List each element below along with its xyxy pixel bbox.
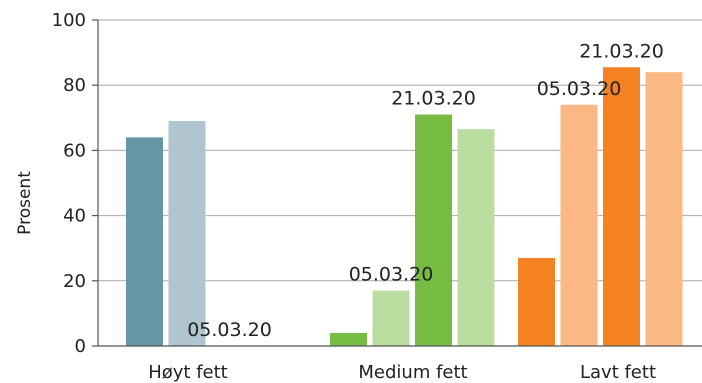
y-axis-label: Prosent <box>15 171 35 235</box>
data-label: 21.03.20 <box>579 40 664 62</box>
data-label: 05.03.20 <box>349 264 434 286</box>
y-tick-labels: 0 20 40 60 80 100 <box>52 10 86 357</box>
category-label: Lavt fett <box>580 362 656 383</box>
y-tick-label: 0 <box>75 336 86 357</box>
bar <box>168 121 206 346</box>
category-label: Høyt fett <box>148 362 228 383</box>
data-label: 21.03.20 <box>391 88 476 110</box>
bar <box>603 67 640 347</box>
bar <box>560 104 598 346</box>
bar <box>372 290 410 346</box>
bar <box>518 257 555 346</box>
data-label: 05.03.20 <box>537 78 622 100</box>
bar <box>415 114 452 346</box>
bar <box>330 332 367 346</box>
data-label: 05.03.20 <box>187 319 272 341</box>
bar <box>645 72 683 346</box>
y-tick-label: 20 <box>63 271 86 292</box>
y-tick-label: 40 <box>63 206 86 227</box>
x-category-labels: Høyt fett Medium fett Lavt fett <box>148 362 656 383</box>
category-label: Medium fett <box>358 362 467 383</box>
data-labels: 05.03.20 05.03.20 21.03.20 05.03.20 21.03.20 <box>187 40 664 341</box>
bar <box>457 129 495 346</box>
bar <box>126 137 163 346</box>
y-tick-label: 100 <box>52 10 86 31</box>
y-tick-label: 60 <box>63 140 86 161</box>
bars <box>126 67 683 347</box>
y-tick-label: 80 <box>63 75 86 96</box>
axes <box>97 20 702 347</box>
